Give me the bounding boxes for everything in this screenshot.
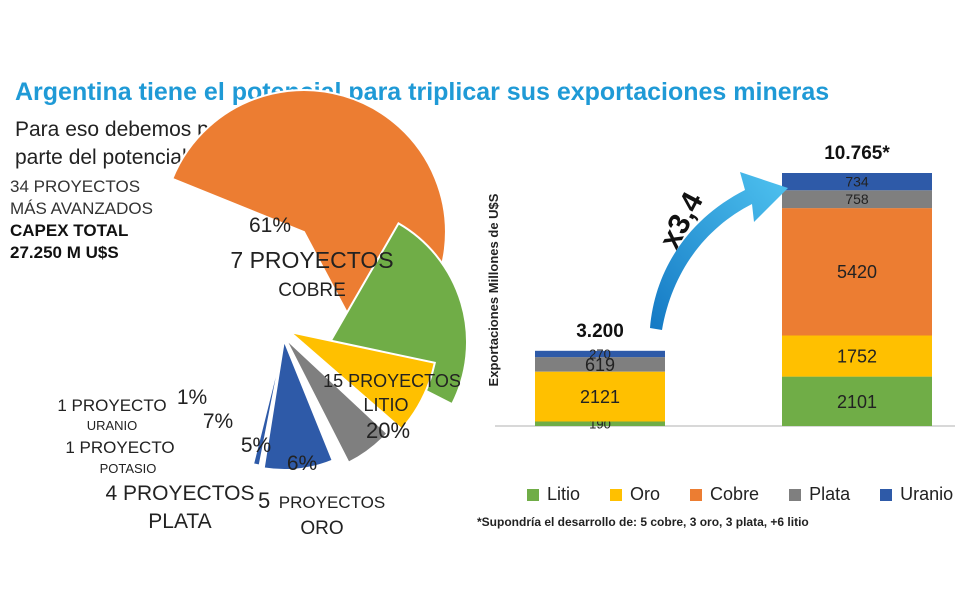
capex-block: 34 PROYECTOS MÁS AVANZADOS CAPEX TOTAL 2…	[10, 176, 153, 264]
legend-label-litio: Litio	[547, 484, 581, 504]
bar-2-segment-oro	[782, 335, 932, 377]
pie-label-litio-pct: 20%	[366, 418, 410, 443]
legend-swatch-cobre	[690, 488, 703, 501]
bar-2-label-plata: 758	[845, 191, 869, 207]
legend-item-oro: Oro	[610, 484, 660, 505]
bar-1-segment-litio	[535, 421, 665, 426]
legend-swatch-litio	[527, 488, 539, 501]
legend-item-litio: Litio	[527, 484, 580, 505]
pie-slice-potasio	[262, 336, 335, 471]
legend-swatch-uranio	[880, 488, 893, 501]
bar-2-segment-litio	[782, 376, 932, 426]
subtitle-line-2: parte del potencial.	[15, 146, 193, 169]
bar-1-total: 3.200	[576, 321, 624, 342]
pie-label-oro-projects: PROYECTOS	[279, 493, 385, 512]
bar-2-segment-cobre	[782, 208, 932, 336]
bar-2-segment-plata	[782, 190, 932, 209]
pie-label-uranio-mineral: URANIO	[87, 418, 138, 433]
bar-2-total: 10.765*	[824, 143, 890, 164]
bar-1-label-plata: 619	[585, 355, 615, 375]
legend-label-plata: Plata	[809, 484, 851, 504]
pie-slice-uranio	[251, 339, 285, 467]
bar-1-label-oro: 2121	[580, 387, 620, 407]
legend-label-cobre: Cobre	[710, 484, 760, 504]
pie-label-oro-count: 5	[258, 488, 270, 513]
legend-label-oro: Oro	[630, 484, 661, 504]
legend-label-uranio: Uranio	[900, 484, 954, 504]
pie-label-plata-pct: 5%	[241, 434, 271, 457]
bar-1-segment-uranio	[535, 350, 665, 358]
capex-line-3: CAPEX TOTAL	[10, 221, 129, 240]
pie-label-uranio-projects: 1 PROYECTO	[57, 396, 166, 415]
legend: Litio Oro Cobre Plata Uranio	[527, 484, 953, 505]
bar-2-label-oro: 1752	[837, 347, 877, 367]
pie-label-oro-pct: 6%	[287, 452, 317, 475]
pie-label-oro-mineral: ORO	[300, 518, 343, 539]
footnote: *Supondría el desarrollo de: 5 cobre, 3 …	[477, 515, 809, 529]
pie-slice-plata	[284, 337, 389, 465]
pie-label-litio-mineral: LITIO	[363, 395, 408, 415]
bar-2-label-litio: 2101	[837, 392, 877, 412]
legend-item-cobre: Cobre	[690, 484, 759, 505]
y-axis-label: Exportaciones Millones de U$S	[486, 193, 501, 386]
pie-label-plata-mineral: PLATA	[148, 510, 211, 533]
capex-line-1: 34 PROYECTOS	[10, 177, 141, 196]
multiplier-label: x3,4	[653, 187, 710, 254]
legend-item-plata: Plata	[789, 484, 850, 505]
pie-label-cobre-pct: 61%	[249, 214, 291, 237]
bar-2-segment-uranio	[782, 173, 932, 191]
capex-line-4: 27.250 M U$S	[10, 243, 119, 262]
pie-label-potasio-pct: 7%	[203, 410, 233, 433]
pie-label-cobre-projects: 7 PROYECTOS	[230, 247, 393, 273]
pie-label-cobre-mineral: COBRE	[278, 280, 346, 301]
capex-line-2: MÁS AVANZADOS	[10, 199, 153, 218]
growth-arrow-icon	[650, 172, 788, 330]
bar-1-segment-oro	[535, 371, 665, 422]
bar-2-label-uranio: 734	[845, 174, 869, 190]
legend-swatch-plata	[789, 488, 802, 501]
pie-label-potasio-mineral: POTASIO	[100, 461, 157, 476]
bar-2-label-cobre: 5420	[837, 262, 877, 282]
legend-item-uranio: Uranio	[880, 484, 953, 505]
pie-label-potasio-projects: 1 PROYECTO	[65, 438, 174, 457]
pie-slice-oro	[286, 330, 436, 431]
pie-label-litio-projects: 15 PROYECTOS	[323, 371, 461, 391]
bar-1-label-uranio: 270	[589, 347, 611, 362]
pie-label-plata-projects: 4 PROYECTOS	[106, 482, 255, 505]
bar-1-segment-plata	[535, 357, 665, 372]
page-title: Argentina tiene el potencial para tripli…	[15, 78, 830, 106]
pie-label-uranio-pct: 1%	[177, 386, 207, 409]
legend-swatch-oro	[610, 488, 623, 501]
